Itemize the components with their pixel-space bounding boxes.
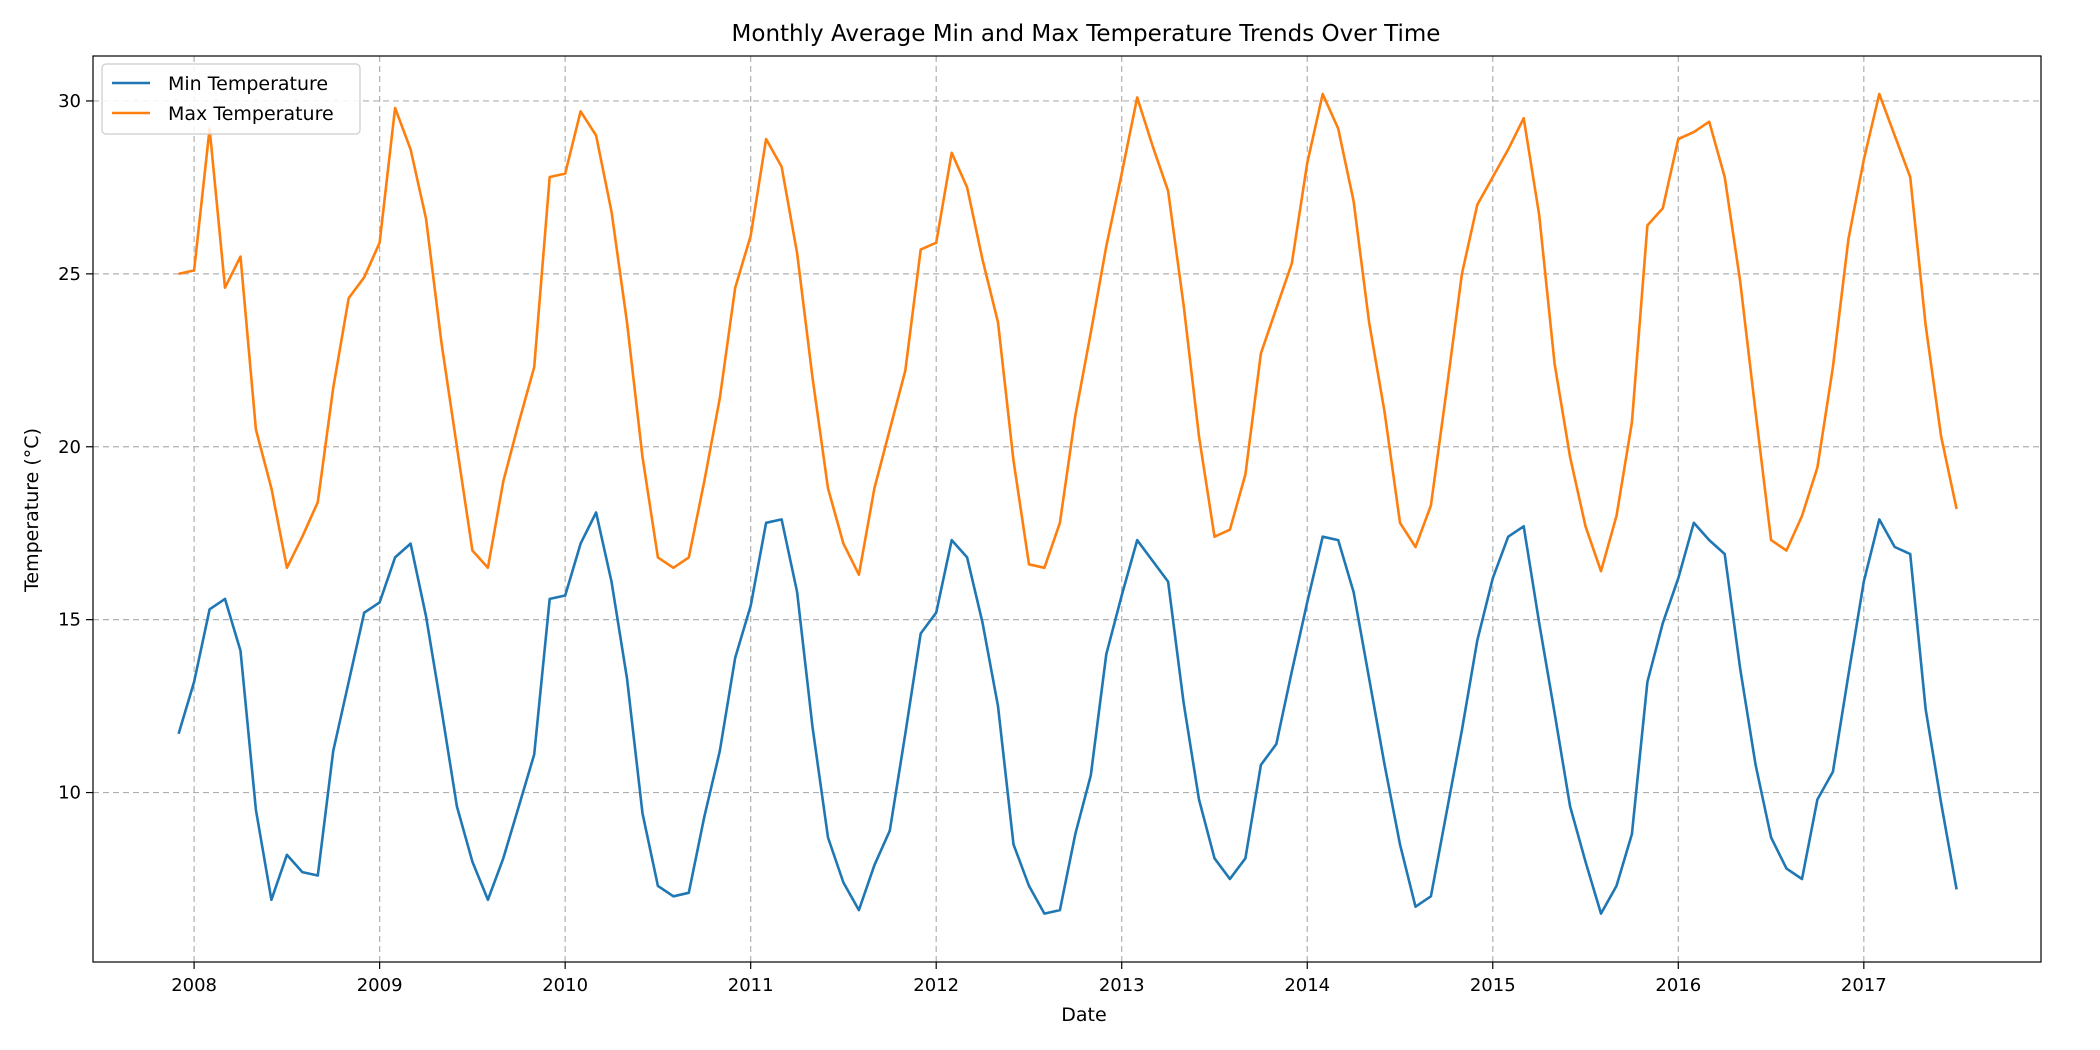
plot-frame	[92, 55, 2042, 963]
max-temperature-line	[178, 92, 1958, 577]
y-tick-label: 10	[58, 783, 81, 804]
x-axis-label: Date	[1061, 1004, 1106, 1026]
y-tick-label: 15	[58, 610, 81, 631]
y-axis-ticks: 10 15 20 25 30	[58, 91, 93, 804]
x-tick-label: 2016	[1655, 975, 1701, 996]
x-tick-label: 2015	[1470, 975, 1516, 996]
y-axis-label: Temperature (°C)	[21, 428, 43, 593]
series-lines	[177, 92, 1958, 915]
x-tick-label: 2017	[1841, 975, 1887, 996]
y-tick-label: 30	[58, 91, 81, 112]
x-tick-label: 2010	[542, 975, 588, 996]
x-tick-label: 2011	[728, 975, 774, 996]
x-axis-ticks: 2008 2009 2010 2011 2012 2013 2014 2015 2016 2017	[171, 962, 1887, 996]
x-tick-label: 2013	[1099, 975, 1145, 996]
x-tick-label: 2014	[1284, 975, 1330, 996]
legend: Min Temperature Max Temperature	[101, 63, 361, 135]
x-tick-label: 2008	[171, 975, 217, 996]
y-tick-label: 20	[58, 437, 81, 458]
chart-title: Monthly Average Min and Max Temperature …	[732, 21, 1441, 47]
legend-label-min: Min Temperature	[168, 73, 328, 95]
x-tick-label: 2009	[357, 975, 403, 996]
x-tick-label: 2012	[913, 975, 959, 996]
grid	[93, 56, 2041, 962]
y-tick-label: 25	[58, 264, 81, 285]
min-temperature-line	[177, 511, 1958, 915]
legend-box	[101, 63, 361, 135]
legend-label-max: Max Temperature	[168, 103, 334, 125]
